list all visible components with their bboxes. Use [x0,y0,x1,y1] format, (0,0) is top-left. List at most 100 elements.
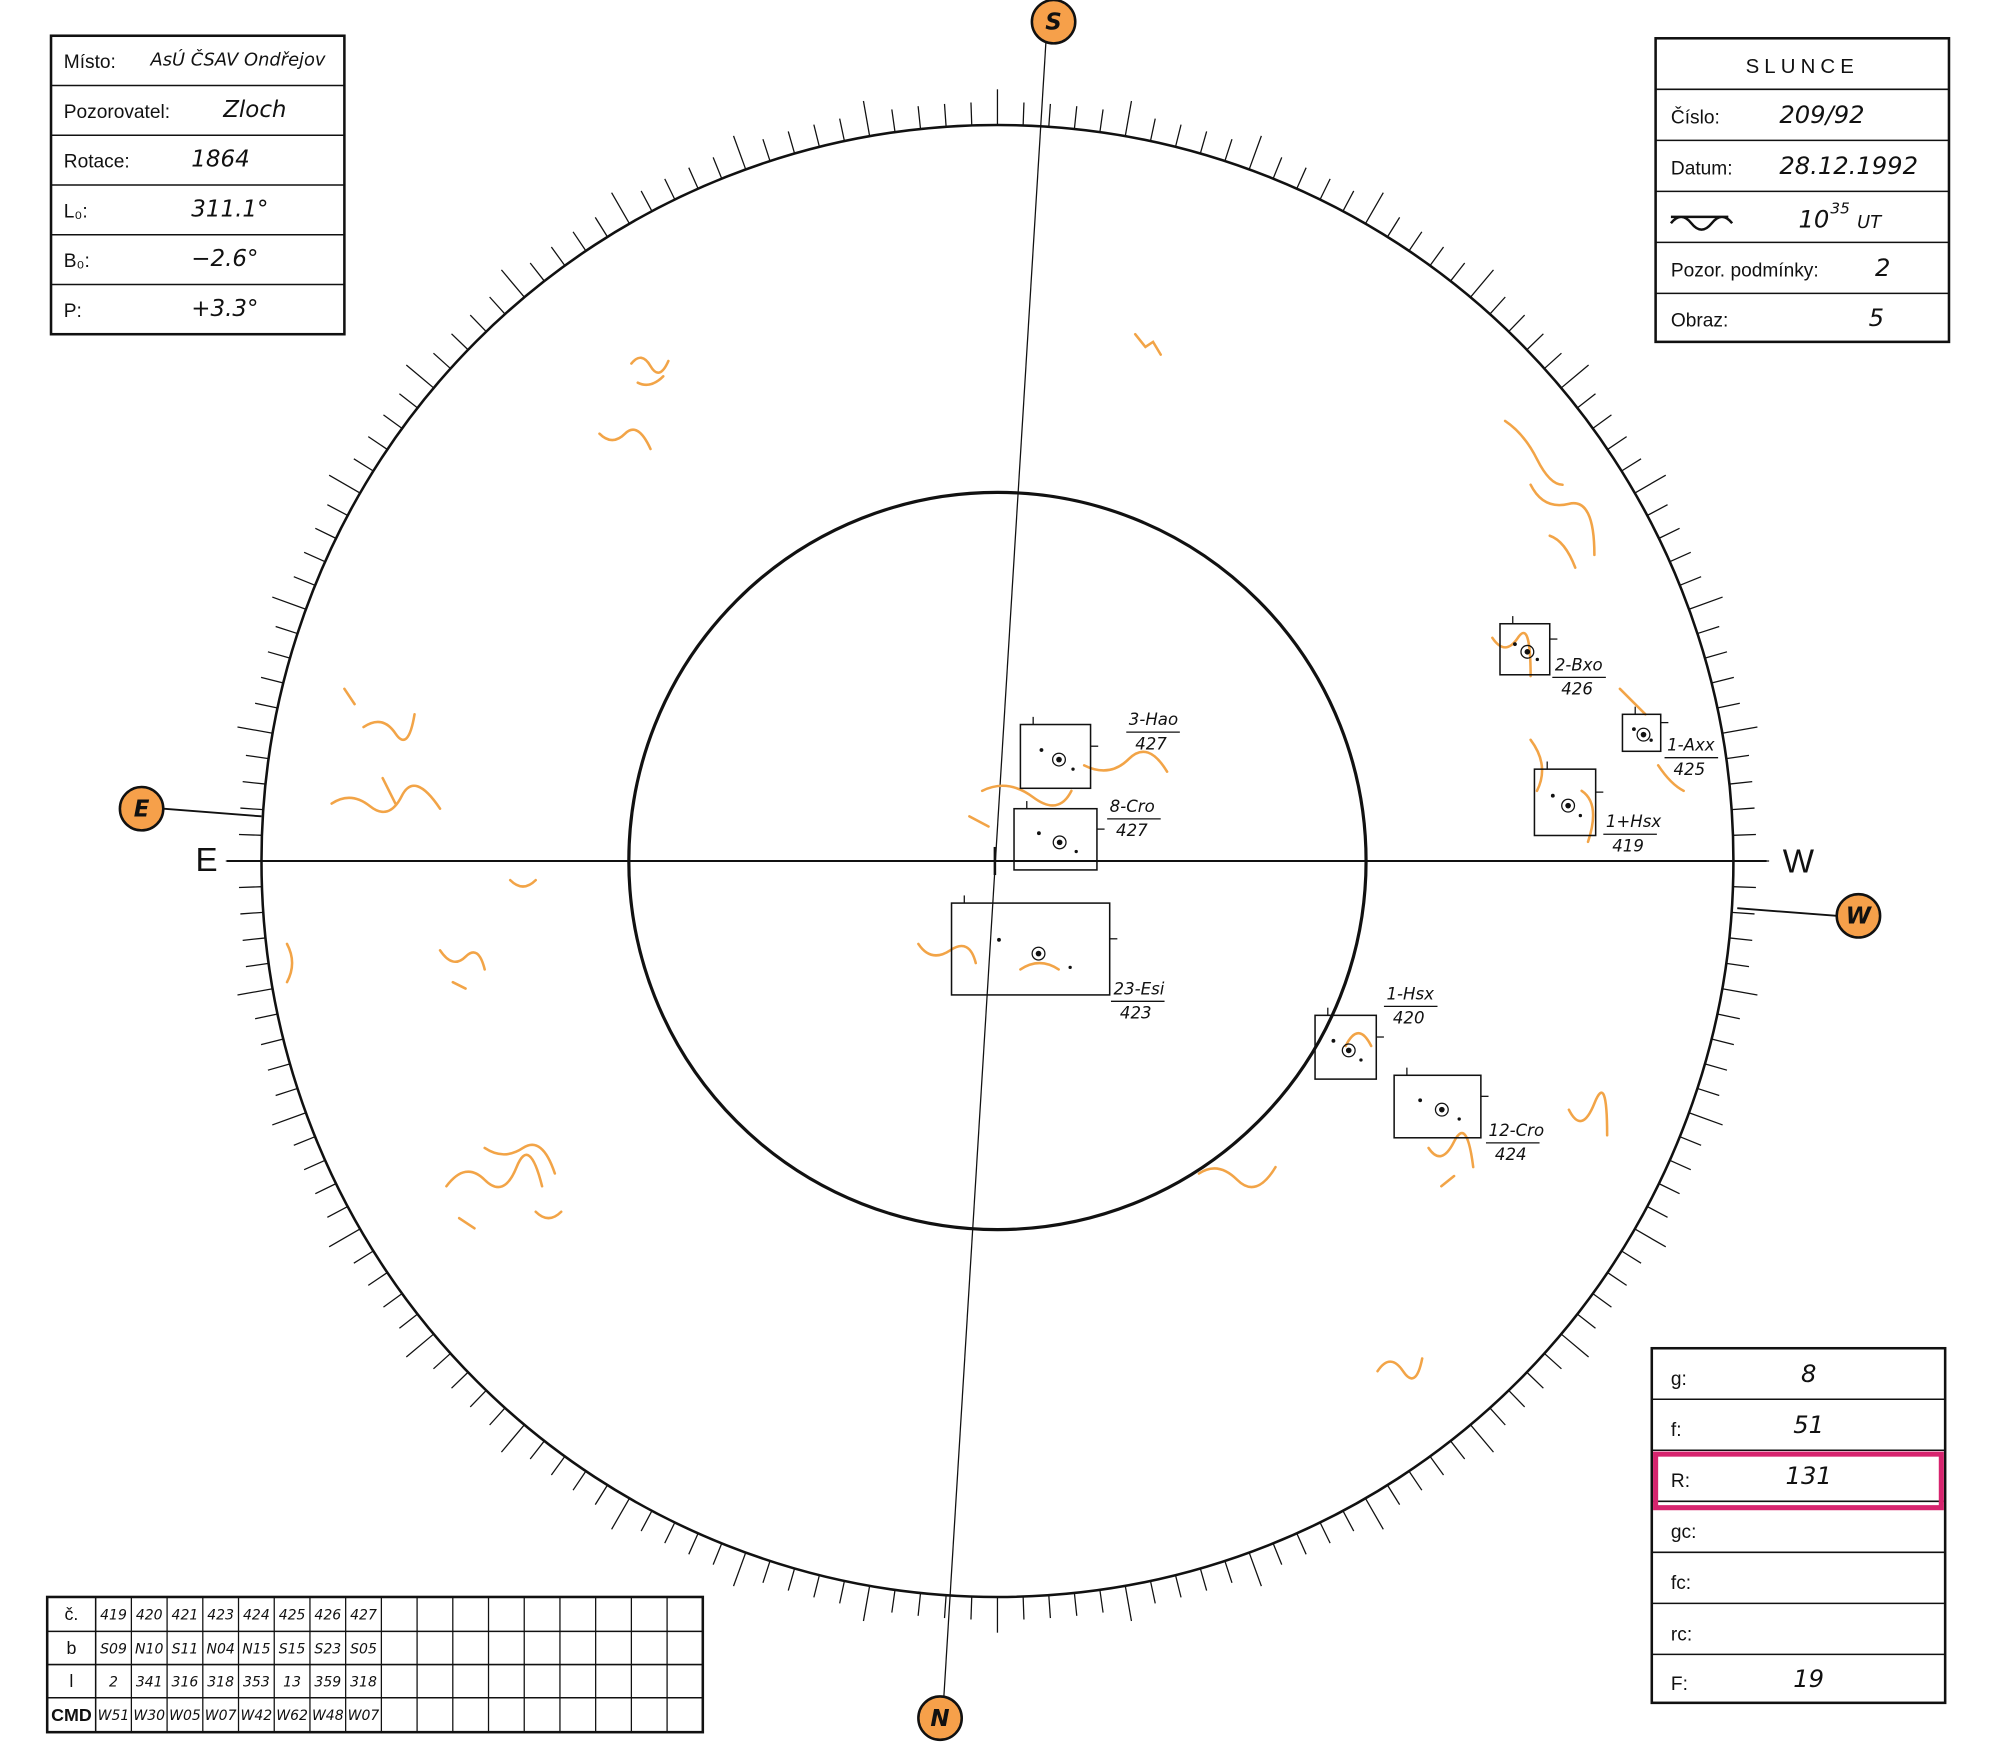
tick [839,1580,846,1604]
facula [285,878,537,990]
cell: 425 [279,1607,306,1623]
tick [640,190,653,212]
tick [383,414,403,429]
tick [275,625,298,635]
cell: N04 [206,1641,234,1657]
spot [1345,1047,1352,1054]
tick [762,139,771,162]
group-number: 419 [1612,836,1644,855]
time-suffix: UT [1857,212,1883,233]
tick [1408,231,1423,252]
spot [1051,752,1067,767]
tick [594,1484,608,1505]
cell: 341 [136,1674,163,1690]
tick [1319,178,1331,200]
facula [917,750,1169,971]
direction-label: S [1045,9,1062,35]
tick [1429,1456,1445,1476]
cell: W07 [205,1708,237,1724]
group-box [1499,622,1551,676]
tick [242,937,266,941]
tick [1731,911,1755,915]
tick [254,702,278,709]
tick [328,1228,361,1248]
facula [1133,332,1596,569]
cell: 316 [172,1674,199,1690]
sunspot-groups: 3-Hao 427 8-Cro 427 23-Esi 423 1-Hsx 420 12-Cro 4… [950,616,1719,1164]
tick [405,1333,435,1358]
tick [237,988,273,996]
tick [594,217,608,238]
tick [1364,1498,1384,1530]
tick [367,1272,388,1286]
field-value: 51 [1793,1411,1824,1439]
tick [1621,458,1642,472]
tick [245,962,269,968]
tick [1679,576,1702,586]
field-label: g: [1671,1369,1687,1390]
tick [862,100,871,137]
tick [293,1136,316,1146]
spot [1031,946,1046,961]
axis-label: E [196,842,218,879]
field-value: 131 [1786,1462,1832,1490]
tick [240,911,264,915]
spot [1524,649,1531,655]
tick [1364,192,1384,224]
tick [1646,1205,1668,1218]
tick [500,1424,525,1453]
tick [1697,625,1720,635]
tick [1646,504,1668,517]
tick [1526,333,1544,351]
tick [1669,1159,1692,1171]
field-label: B₀: [64,251,90,272]
tick [1224,1560,1233,1583]
spot [1052,835,1067,850]
spot [1434,1102,1449,1117]
tick [1726,754,1750,760]
tick [1429,246,1445,266]
tick [813,124,821,148]
tick [1296,167,1307,189]
spot [1649,738,1653,742]
tick [433,352,451,370]
facula [1376,1357,1424,1380]
west-pointer [1737,907,1837,917]
tick [550,1456,566,1476]
cell: W62 [276,1708,308,1724]
cell: 359 [314,1674,341,1690]
tick [1199,1568,1208,1591]
group-box [1393,1074,1482,1139]
tick [1543,1352,1562,1370]
tick [1450,1440,1466,1460]
direction-label: N [930,1706,949,1732]
time-superscript: 35 [1830,200,1849,218]
direction-marker [1030,0,1077,45]
tick [529,1440,545,1460]
spot [1565,802,1571,809]
tick [1658,1183,1680,1195]
tick [433,1352,451,1370]
cell: 318 [350,1674,377,1690]
tick [917,106,922,130]
axis-label: W [1783,843,1815,880]
spot [1513,642,1517,647]
spot [997,937,1001,942]
tick [405,364,435,389]
cell: W48 [312,1708,344,1724]
tick [254,1013,278,1020]
tick [1048,1595,1052,1619]
spot [1640,731,1647,738]
tick [272,1112,307,1126]
tick [1022,1596,1025,1620]
tick [550,246,566,266]
field-label: fc: [1671,1573,1691,1594]
tick [1704,651,1728,659]
direction-label: E [134,796,150,822]
tick [762,1560,771,1583]
cell: S09 [100,1641,127,1657]
group-number: 427 [1135,734,1167,753]
cell: W05 [169,1708,201,1724]
field-label: gc: [1671,1522,1697,1543]
tick [1658,527,1680,539]
